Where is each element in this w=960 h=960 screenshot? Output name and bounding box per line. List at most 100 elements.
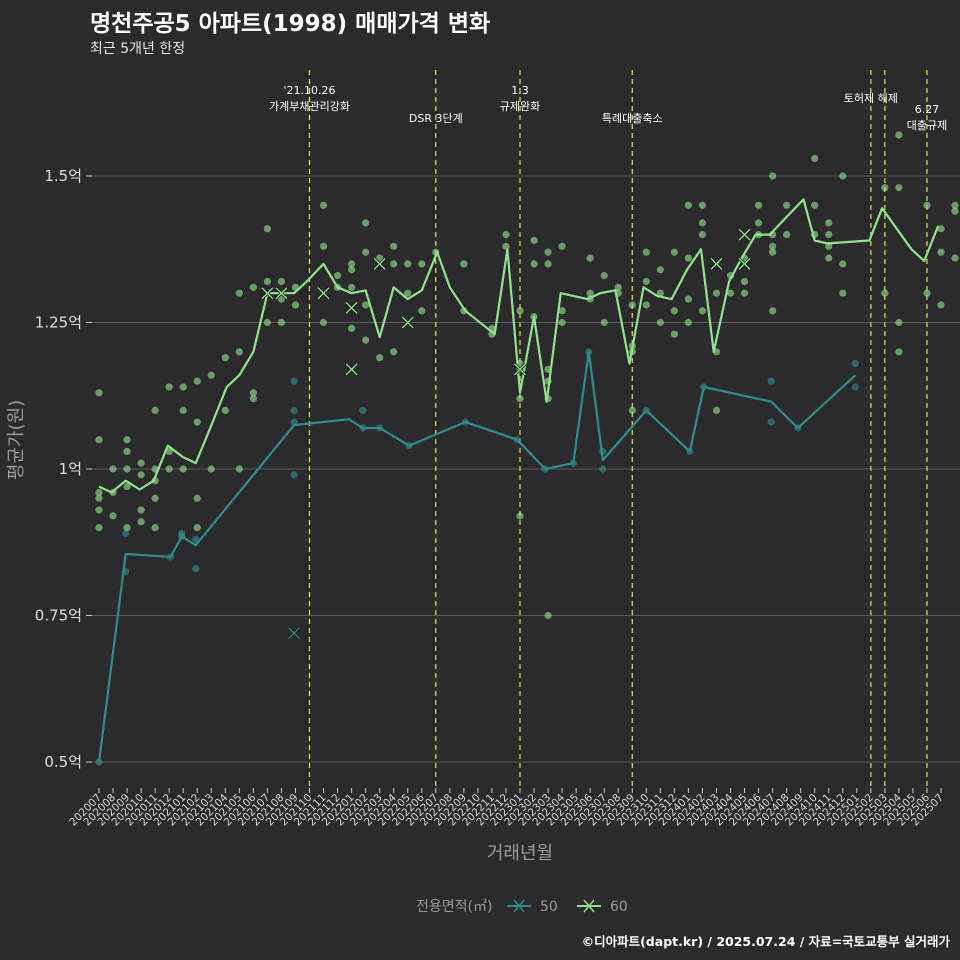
data-point xyxy=(95,524,103,532)
data-point xyxy=(192,565,200,573)
data-point xyxy=(670,330,678,338)
data-point xyxy=(614,283,622,291)
data-point xyxy=(769,242,777,250)
data-point xyxy=(698,307,707,315)
source-caption: ©디아파트(dapt.kr) / 2025.07.24 / 자료=국토교통부 실… xyxy=(581,934,950,949)
data-point xyxy=(348,260,356,268)
data-point xyxy=(783,201,791,209)
x-marker-stroke xyxy=(275,287,288,300)
data-point xyxy=(249,389,257,397)
data-point xyxy=(642,248,650,256)
data-point xyxy=(95,436,103,444)
x-axis-title: 거래년월 xyxy=(487,843,553,864)
data-point xyxy=(193,418,201,426)
legend-label: 50 xyxy=(540,899,558,915)
grid-lines xyxy=(90,175,960,763)
data-point xyxy=(165,465,173,473)
data-point xyxy=(825,254,833,262)
x-marker-stroke xyxy=(345,301,358,314)
data-point xyxy=(319,318,328,327)
data-point xyxy=(712,289,721,297)
data-point xyxy=(923,289,931,297)
x-marker xyxy=(737,257,752,271)
data-point xyxy=(516,512,524,520)
x-marker xyxy=(274,286,288,300)
data-point xyxy=(123,447,131,456)
x-marker-stroke xyxy=(514,363,526,376)
x-marker-stroke xyxy=(738,257,751,270)
data-point xyxy=(839,172,847,180)
data-point xyxy=(122,529,130,538)
data-point xyxy=(151,494,159,502)
x-marker-stroke xyxy=(710,257,723,270)
data-point xyxy=(348,266,356,274)
data-point xyxy=(291,301,300,309)
data-point xyxy=(839,289,847,297)
x-marker-stroke xyxy=(738,228,751,241)
data-point xyxy=(698,219,707,227)
data-point xyxy=(193,524,201,532)
x-marker xyxy=(373,257,387,271)
data-point xyxy=(235,465,243,473)
x-marker-stroke xyxy=(288,627,301,640)
data-point xyxy=(151,406,159,414)
data-point xyxy=(95,494,103,502)
data-point xyxy=(263,225,271,233)
legend-marker xyxy=(513,899,525,913)
event-label: 가계부채관리강화 xyxy=(269,100,350,113)
data-point xyxy=(165,383,173,391)
data-point xyxy=(193,377,201,385)
x-marker xyxy=(709,257,724,271)
data-point xyxy=(656,318,664,327)
data-point xyxy=(586,289,594,297)
y-axis-title: 평균가(원) xyxy=(6,400,27,480)
data-point xyxy=(151,524,159,532)
data-point xyxy=(348,324,356,332)
data-point xyxy=(179,383,187,391)
data-point xyxy=(937,225,945,233)
data-point xyxy=(109,512,117,520)
data-point xyxy=(249,283,257,291)
data-point xyxy=(123,524,131,532)
data-point xyxy=(754,219,763,227)
data-point xyxy=(277,277,286,286)
y-tick-label: 1.5억 xyxy=(44,167,82,185)
x-marker-stroke xyxy=(261,287,274,300)
data-point xyxy=(600,272,608,280)
data-point xyxy=(277,318,286,327)
data-point xyxy=(530,236,538,245)
data-point xyxy=(137,506,145,514)
data-point xyxy=(290,406,298,414)
data-point xyxy=(544,248,552,256)
data-point xyxy=(712,406,721,414)
x-marker-stroke xyxy=(345,363,358,376)
x-axis-ticks: 2020072020082020092020102020112020122021… xyxy=(67,788,946,828)
data-point xyxy=(390,260,398,268)
series-line xyxy=(98,198,940,494)
data-point xyxy=(221,354,229,362)
legend-key-60: 60 xyxy=(577,899,628,915)
data-point xyxy=(390,348,398,356)
chart-title: 명천주공5 아파트(1998) 매매가격 변화 xyxy=(90,11,491,37)
x-marker xyxy=(513,362,527,376)
series-line xyxy=(97,350,857,763)
data-point xyxy=(684,201,693,209)
data-point xyxy=(516,395,524,403)
data-point xyxy=(249,395,257,403)
data-point xyxy=(95,488,103,497)
data-point xyxy=(502,231,510,239)
event-label: '21.10.26 xyxy=(283,84,335,97)
legend: 전용면적(㎡) 50 60 xyxy=(416,899,628,915)
x-marker xyxy=(345,301,359,315)
data-point xyxy=(179,406,187,414)
event-label: DSR 3단계 xyxy=(409,112,463,125)
legend-key-50: 50 xyxy=(507,899,558,915)
legend-title: 전용면적(㎡) xyxy=(416,899,492,915)
data-point xyxy=(319,201,328,209)
x-marker xyxy=(316,286,331,300)
data-point xyxy=(642,301,650,309)
data-point xyxy=(586,254,594,262)
data-point xyxy=(263,318,271,327)
data-point xyxy=(754,201,763,209)
